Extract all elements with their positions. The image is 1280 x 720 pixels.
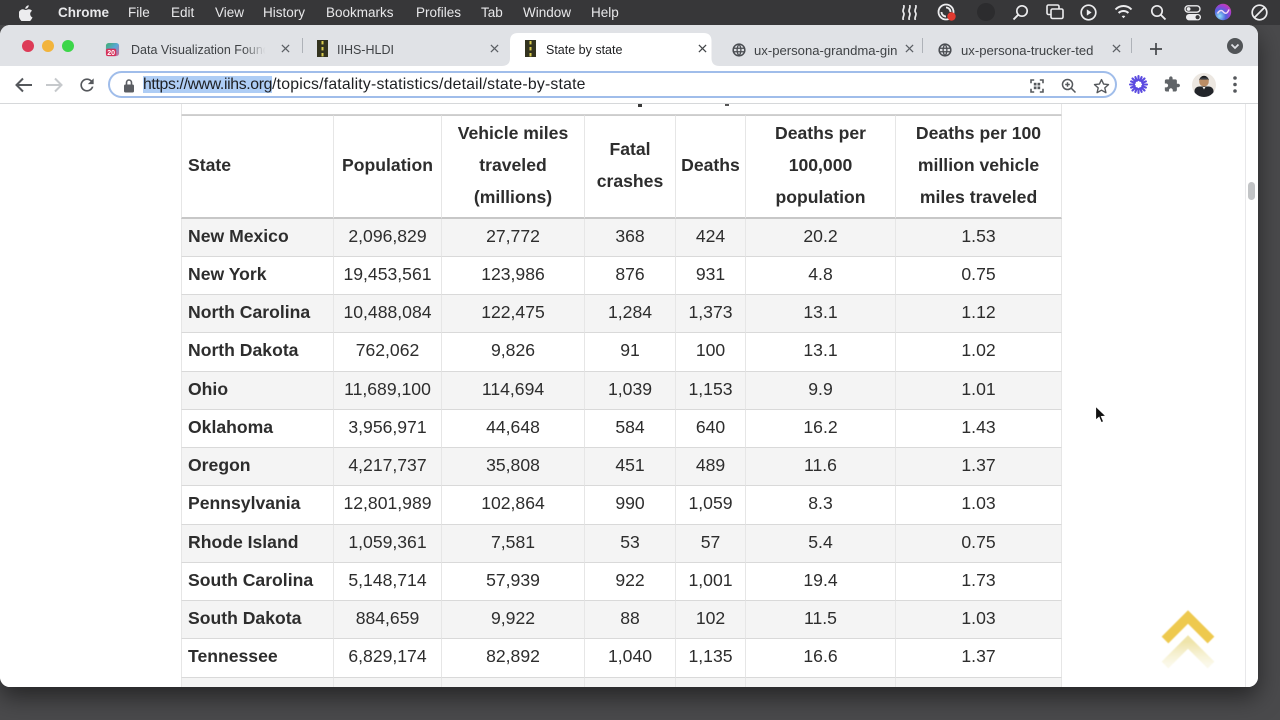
svg-text:20: 20: [107, 50, 115, 57]
